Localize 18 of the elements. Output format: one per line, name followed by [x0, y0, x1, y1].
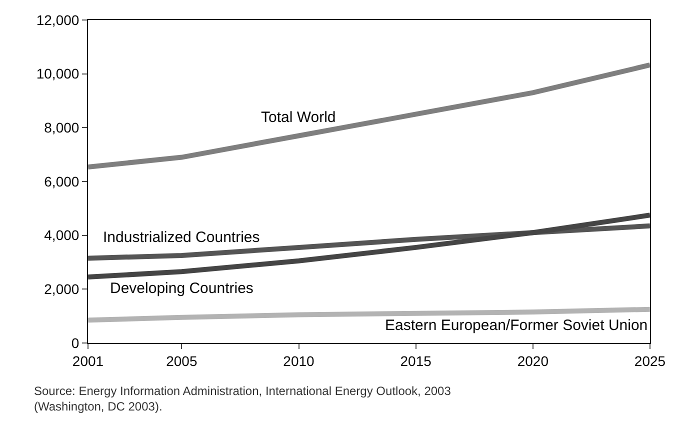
x-tick-label: 2020: [517, 352, 549, 369]
x-tick-label: 2005: [166, 352, 198, 369]
y-tick-label: 6,000: [44, 173, 80, 190]
x-tick-label: 2010: [283, 352, 315, 369]
y-tick-label: 12,000: [36, 12, 80, 28]
source-note: Source: Energy Information Administration, International Energy Outlook, 2003 (Washington, DC 2003).: [34, 384, 452, 414]
x-tick-label: 2015: [400, 352, 432, 369]
y-tick-label: 8,000: [44, 120, 80, 136]
series-label: Developing Countries: [110, 280, 254, 297]
y-tick-label: 0: [71, 334, 80, 351]
y-tick-label: 10,000: [36, 66, 80, 82]
series-label: Total World: [261, 109, 336, 126]
x-tick-label: 2001: [72, 352, 104, 369]
y-tick-label: 2,000: [44, 281, 80, 298]
y-tick-label: 4,000: [44, 227, 80, 244]
x-tick-label: 2025: [634, 352, 666, 369]
series-label: Industrialized Countries: [103, 229, 260, 246]
series-label: Eastern European/Former Soviet Union: [385, 317, 648, 334]
